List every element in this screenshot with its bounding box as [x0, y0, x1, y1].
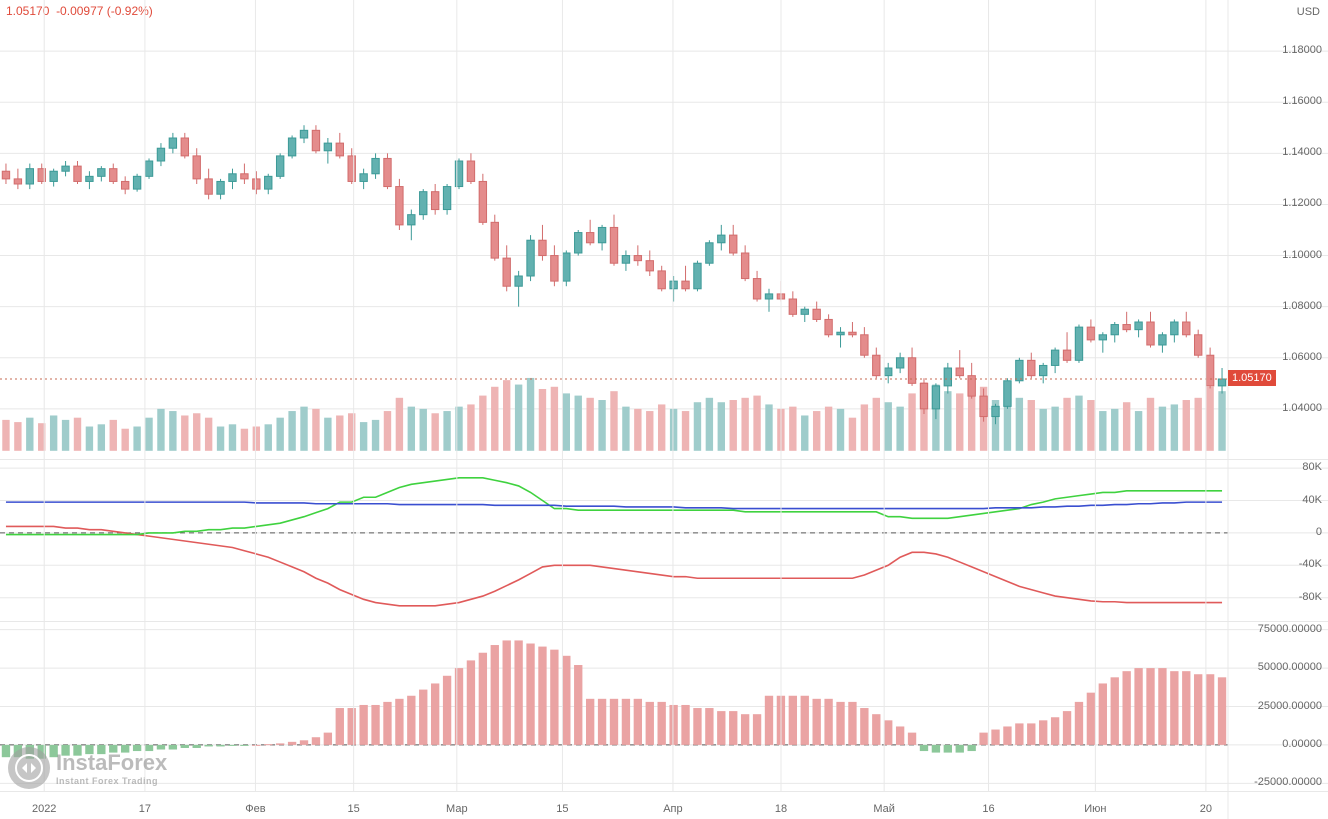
cot-ytick-label: 80K [1302, 461, 1322, 473]
price-ytick-label: 1.08000 [1282, 300, 1322, 312]
x-tick-label: 15 [542, 803, 582, 815]
x-tick-label: Апр [653, 803, 693, 815]
price-ytick-label: 1.04000 [1282, 402, 1322, 414]
x-tick-label: 17 [125, 803, 165, 815]
hist-ytick-label: 25000.00000 [1258, 700, 1322, 712]
x-tick-label: Июн [1075, 803, 1115, 815]
cot-ytick-label: 0 [1316, 526, 1322, 538]
last-price-tag: 1.05170 [1228, 370, 1276, 386]
cot-ytick-label: 40K [1302, 494, 1322, 506]
watermark: InstaForexInstant Forex Trading [8, 747, 167, 789]
x-tick-label: 18 [761, 803, 801, 815]
watermark-slogan: Instant Forex Trading [56, 776, 167, 786]
hist-ytick-label: 50000.00000 [1258, 661, 1322, 673]
cot-ytick-label: -80K [1299, 591, 1322, 603]
hist-ytick-label: 0.00000 [1282, 738, 1322, 750]
watermark-logo-icon [8, 747, 50, 789]
x-tick-label: 2022 [24, 803, 64, 815]
cot-ytick-label: -40K [1299, 558, 1322, 570]
x-tick-label: 16 [969, 803, 1009, 815]
hist-ytick-label: 75000.00000 [1258, 623, 1322, 635]
price-ytick-label: 1.10000 [1282, 249, 1322, 261]
price-unit-label: USD [1297, 6, 1320, 18]
price-panel[interactable]: 1.04000 1.06000 1.08000 1.10000 1.12000 1.140… [0, 0, 1328, 460]
price-ytick-label: 1.14000 [1282, 146, 1322, 158]
x-tick-label: 15 [334, 803, 374, 815]
hist-ytick-label: -25000.00000 [1254, 776, 1322, 788]
price-ytick-label: 1.18000 [1282, 44, 1322, 56]
x-tick-label: 20 [1186, 803, 1226, 815]
chart-root: 1.04000 1.06000 1.08000 1.10000 1.12000 1.140… [0, 0, 1328, 819]
x-tick-label: Мар [437, 803, 477, 815]
price-header: 1.05170 -0.00977 (-0.92%) [6, 4, 153, 18]
price-ytick-label: 1.06000 [1282, 351, 1322, 363]
x-axis: 2022 17 Фев 15 Мар 15 Апр 18 Май 16 Июн 20 [0, 791, 1328, 819]
cot-panel[interactable]: -80K -40K 0 40K 80K [0, 460, 1328, 622]
x-tick-label: Фев [235, 803, 275, 815]
histogram-panel[interactable]: -25000.00000 0.00000 25000.00000 50000.0000… [0, 622, 1328, 791]
watermark-brand: InstaForex [56, 750, 167, 776]
price-ytick-label: 1.16000 [1282, 95, 1322, 107]
price-ytick-label: 1.12000 [1282, 197, 1322, 209]
x-tick-label: Май [864, 803, 904, 815]
